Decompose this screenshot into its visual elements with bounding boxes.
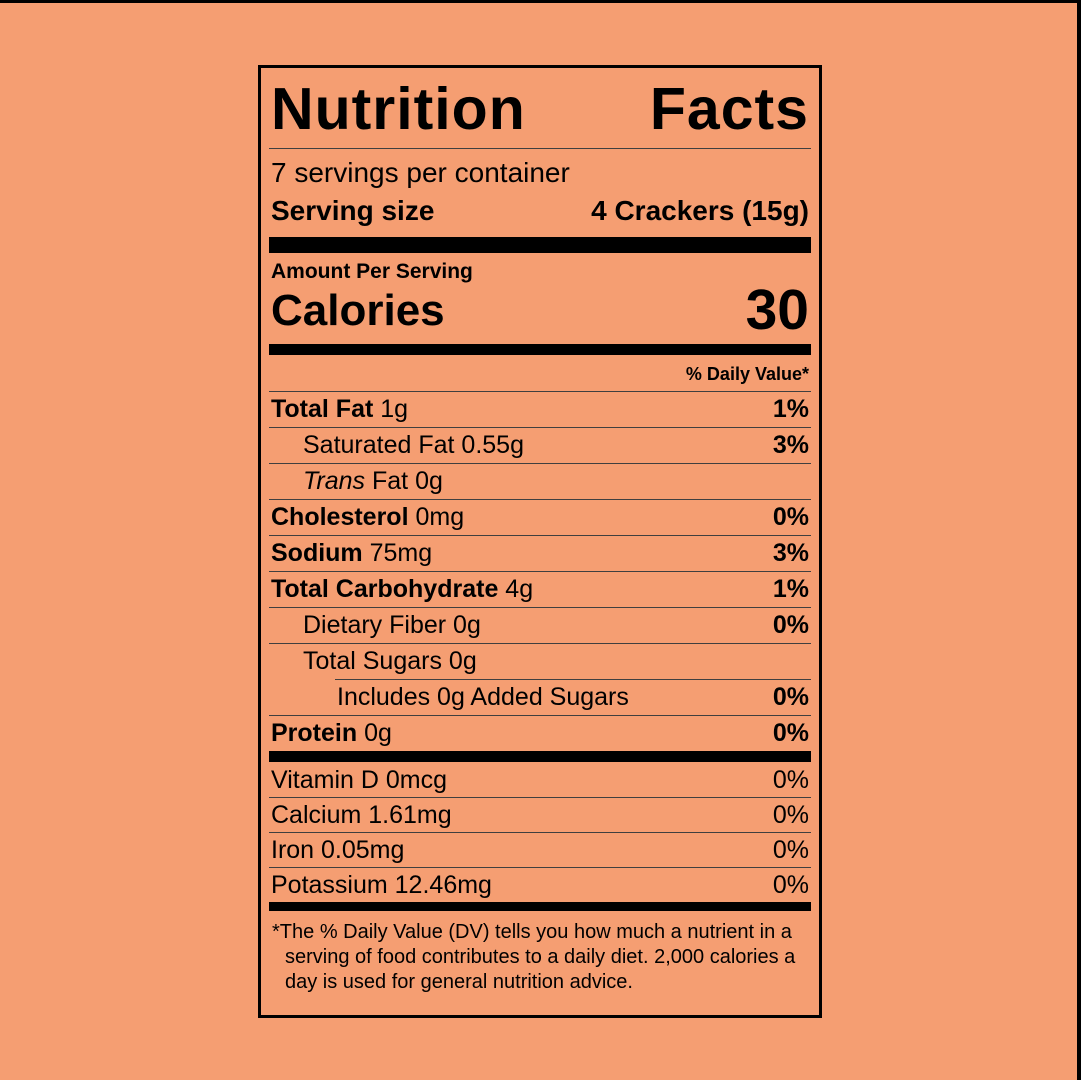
nutrient-name: Total Carbohydrate 4g	[271, 575, 533, 604]
nutrient-dv: 1%	[772, 395, 809, 423]
calories-row: Calories 30	[269, 278, 811, 344]
thick-divider-bar	[269, 344, 811, 355]
serving-size-label: Serving size	[271, 195, 435, 226]
nutrient-name-bold: Cholesterol	[271, 503, 409, 531]
nutrient-name: Saturated Fat 0.55g	[271, 431, 524, 460]
nutrient-name-bold: Total Fat	[271, 395, 374, 423]
label-title: Nutrition Facts	[269, 68, 811, 149]
vitamin-row-iron: Iron 0.05mg 0%	[269, 832, 811, 867]
nutrient-amount: 1g	[373, 395, 409, 423]
indented-divider	[335, 679, 811, 680]
vitamin-row-potassium: Potassium 12.46mg 0%	[269, 867, 811, 902]
serving-size-value: 4 Crackers (15g)	[591, 195, 809, 226]
amount-per-serving-label: Amount Per Serving	[271, 260, 473, 283]
nutrient-name: Total Fat 1g	[271, 395, 408, 424]
nutrient-amount: 0g	[357, 719, 392, 747]
footnote-text: The % Daily Value (DV) tells you how muc…	[279, 921, 796, 993]
nutrient-row-added-sugars: Includes 0g Added Sugars 0%	[269, 680, 811, 715]
nutrient-row-saturated-fat: Saturated Fat 0.55g 3%	[269, 427, 811, 463]
daily-value-footnote: *The % Daily Value (DV) tells you how mu…	[269, 911, 811, 995]
calories-value: 30	[745, 278, 809, 342]
nutrient-row-protein: Protein 0g 0%	[269, 715, 811, 751]
nutrient-amount: Saturated Fat 0.55g	[303, 431, 524, 459]
thick-divider-bar	[269, 902, 811, 911]
vitamin-name: Iron 0.05mg	[271, 836, 405, 864]
nutrient-amount: Total Sugars 0g	[303, 647, 477, 675]
thick-divider-bar	[269, 237, 811, 253]
footnote-asterisk: *	[272, 921, 280, 943]
serving-size-row: Serving size 4 Crackers (15g)	[269, 191, 811, 237]
nutrient-dv: 0%	[772, 611, 809, 639]
nutrient-row-cholesterol: Cholesterol 0mg 0%	[269, 499, 811, 535]
nutrition-facts-label: Nutrition Facts 7 servings per container…	[258, 65, 822, 1018]
calories-label: Calories	[271, 286, 445, 335]
nutrient-amount: Includes 0g Added Sugars	[337, 683, 629, 711]
nutrient-dv: 3%	[772, 431, 809, 459]
nutrient-dv: 0%	[772, 503, 809, 531]
servings-per-container: 7 servings per container	[271, 157, 570, 188]
title-word-facts: Facts	[649, 76, 809, 142]
daily-value-header: % Daily Value*	[685, 364, 809, 384]
nutrient-dv: 0%	[772, 719, 809, 747]
nutrient-row-trans-fat: Trans Fat 0g	[269, 463, 811, 499]
vitamin-row-calcium: Calcium 1.61mg 0%	[269, 797, 811, 832]
nutrient-name: Cholesterol 0mg	[271, 503, 464, 532]
vitamin-name: Potassium 12.46mg	[271, 871, 492, 899]
nutrient-row-sodium: Sodium 75mg 3%	[269, 535, 811, 571]
nutrient-name: Dietary Fiber 0g	[271, 611, 481, 640]
nutrient-name-bold: Protein	[271, 719, 358, 747]
nutrient-row-total-fat: Total Fat 1g 1%	[269, 391, 811, 427]
nutrient-name-bold: Total Carbohydrate	[271, 575, 499, 603]
vitamin-name: Vitamin D 0mcg	[271, 766, 447, 794]
nutrient-amount: 0mg	[408, 503, 465, 531]
vitamin-dv: 0%	[772, 801, 809, 829]
nutrient-name: Sodium 75mg	[271, 539, 432, 568]
nutrient-name-italic: Trans	[303, 467, 366, 495]
vitamin-row-vitamin-d: Vitamin D 0mcg 0%	[269, 763, 811, 797]
nutrient-row-total-sugars: Total Sugars 0g	[269, 643, 811, 679]
nutrient-row-dietary-fiber: Dietary Fiber 0g 0%	[269, 607, 811, 643]
nutrient-row-total-carbohydrate: Total Carbohydrate 4g 1%	[269, 571, 811, 607]
nutrient-name: Protein 0g	[271, 719, 392, 748]
nutrient-amount: Fat 0g	[365, 467, 443, 495]
nutrient-name-bold: Sodium	[271, 539, 363, 567]
nutrient-name: Total Sugars 0g	[271, 647, 477, 676]
vitamin-dv: 0%	[772, 766, 809, 794]
vitamins-section: Vitamin D 0mcg 0% Calcium 1.61mg 0% Iron…	[269, 763, 811, 902]
nutrient-amount: 75mg	[362, 539, 433, 567]
vitamin-dv: 0%	[772, 871, 809, 899]
nutrient-amount: 4g	[498, 575, 534, 603]
nutrient-amount: Dietary Fiber 0g	[303, 611, 481, 639]
nutrient-dv: 0%	[772, 683, 809, 711]
nutrient-name: Trans Fat 0g	[271, 467, 443, 496]
nutrient-dv: 1%	[772, 575, 809, 603]
nutrient-name: Includes 0g Added Sugars	[271, 683, 629, 712]
vitamin-name: Calcium 1.61mg	[271, 801, 452, 829]
nutrient-dv: 3%	[772, 539, 809, 567]
vitamin-dv: 0%	[772, 836, 809, 864]
thick-divider-bar	[269, 751, 811, 762]
title-word-nutrition: Nutrition	[271, 76, 526, 142]
